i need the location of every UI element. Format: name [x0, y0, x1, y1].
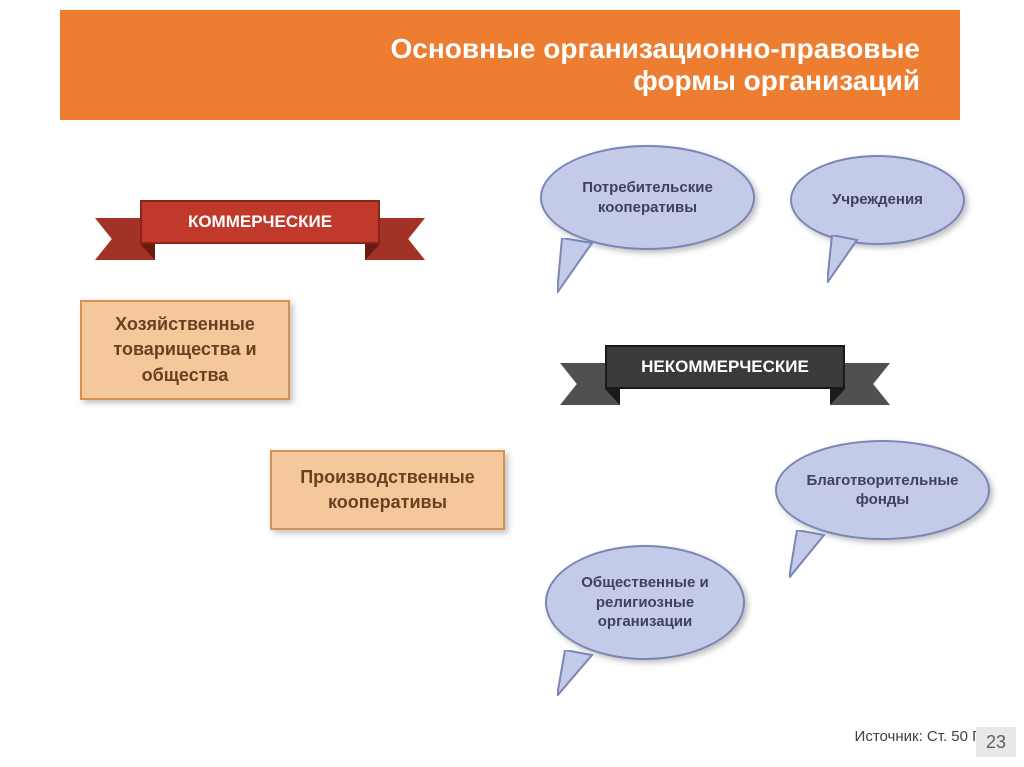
ribbon-noncommercial-label: НЕКОММЕРЧЕСКИЕ	[605, 345, 845, 389]
box-partnerships-label: Хозяйственные товарищества и общества	[92, 312, 278, 388]
bubble-institutions-label: Учреждения	[832, 190, 923, 210]
bubble-institutions: Учреждения	[790, 155, 965, 245]
bubble-public-label: Общественные и религиозные организации	[559, 573, 731, 632]
title-line2: формы организаций	[633, 65, 920, 97]
ribbon-commercial-label: КОММЕРЧЕСКИЕ	[140, 200, 380, 244]
bubble-charity-label: Благотворительные фонды	[789, 471, 976, 510]
title-line1: Основные организационно-правовые	[391, 33, 920, 65]
footer-source: Источник: Ст. 50 ГК	[855, 728, 989, 745]
bubble-charity: Благотворительные фонды	[775, 440, 990, 540]
box-coops-label: Производственные кооперативы	[282, 465, 493, 515]
bubble-tail-icon	[557, 238, 607, 293]
bubble-tail-icon	[827, 235, 867, 283]
ribbon-commercial: КОММЕРЧЕСКИЕ	[120, 200, 400, 255]
bubble-tail-icon	[789, 530, 834, 578]
slide-title: Основные организационно-правовые формы о…	[60, 10, 960, 120]
bubble-consumer-label: Потребительские кооперативы	[554, 178, 741, 217]
bubble-public-religious: Общественные и религиозные организации	[545, 545, 745, 660]
page-number: 23	[976, 727, 1016, 757]
box-coops: Производственные кооперативы	[270, 450, 505, 530]
ribbon-noncommercial: НЕКОММЕРЧЕСКИЕ	[585, 345, 865, 400]
bubble-tail-icon	[557, 650, 602, 696]
bubble-consumer-coops: Потребительские кооперативы	[540, 145, 755, 250]
box-partnerships: Хозяйственные товарищества и общества	[80, 300, 290, 400]
